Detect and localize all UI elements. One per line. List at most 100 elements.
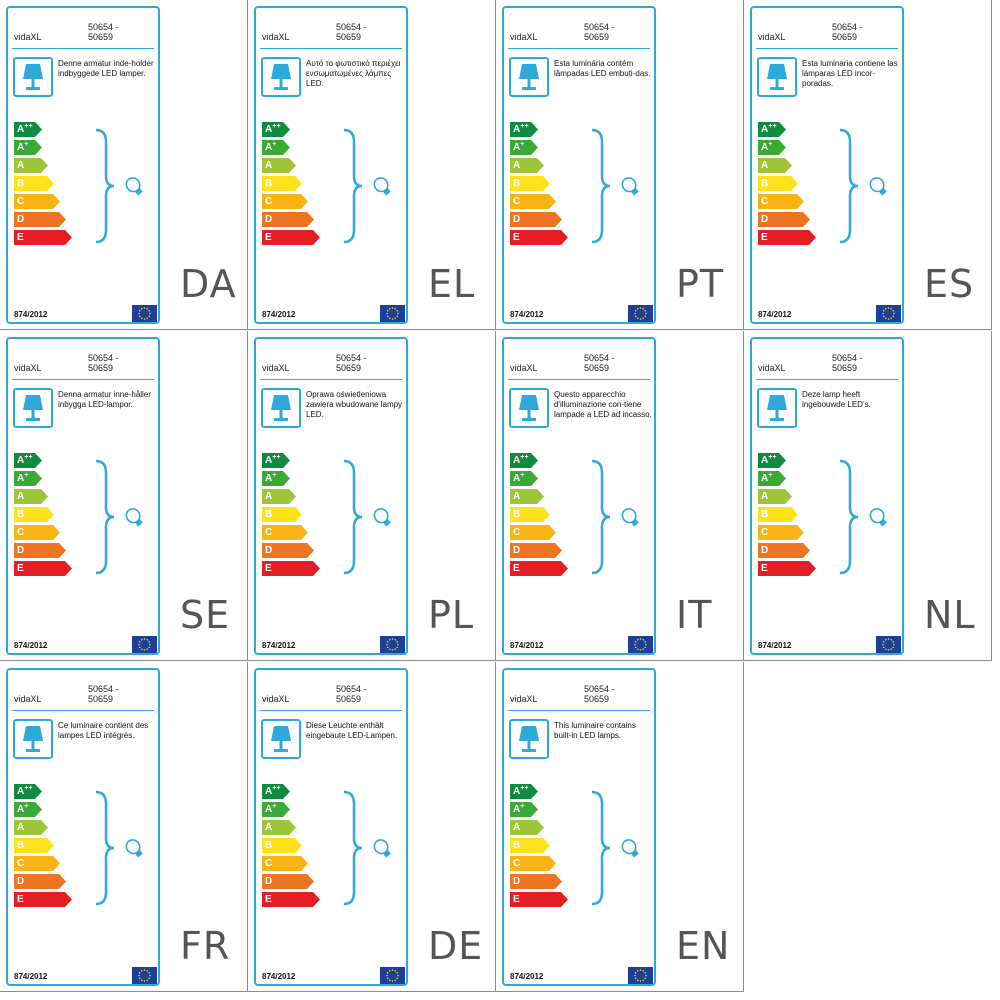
rating-bar-a: A	[758, 489, 792, 504]
energy-label-card: vidaXL 50654 - 50659 This luminaire conta…	[502, 668, 656, 986]
range-brace-icon	[588, 459, 612, 580]
model-number: 50654 - 50659	[336, 22, 367, 42]
brand-name: vidaXL	[14, 32, 42, 42]
description-text: Denne armatur inde-holder indbyggede LED…	[58, 59, 154, 78]
led-bulb-icon	[866, 505, 892, 536]
regulation-number: 874/2012	[510, 310, 544, 319]
rating-bar-app: A++	[758, 453, 786, 468]
language-code: FR	[180, 924, 231, 968]
label-cell-pl: vidaXL 50654 - 50659 Oprawa oświetleniowa…	[248, 331, 496, 661]
rating-bar-b: B	[510, 507, 550, 522]
energy-label-card: vidaXL 50654 - 50659 Esta luminaria conti…	[750, 6, 904, 324]
rating-bar-a: A	[14, 820, 48, 835]
description-text: Oprawa oświetleniowa zawiera wbudowane l…	[306, 390, 403, 419]
model-number: 50654 - 50659	[88, 22, 119, 42]
header-divider	[260, 710, 402, 711]
rating-bar-app: A++	[262, 784, 290, 799]
lamp-icon	[261, 388, 301, 428]
range-brace-icon	[340, 790, 364, 911]
label-cell-it: vidaXL 50654 - 50659 Questo apparecchio d…	[496, 331, 744, 661]
rating-bar-d: D	[758, 543, 810, 558]
header-divider	[12, 710, 154, 711]
rating-bar-b: B	[262, 176, 302, 191]
rating-bar-ap: A+	[14, 140, 42, 155]
header-divider	[508, 710, 650, 711]
eu-flag-icon	[132, 305, 157, 322]
regulation-number: 874/2012	[14, 972, 48, 981]
header-divider	[756, 379, 898, 380]
energy-label-card: vidaXL 50654 - 50659 Questo apparecchio d…	[502, 337, 656, 655]
rating-bar-d: D	[510, 874, 562, 889]
led-bulb-icon	[618, 174, 644, 205]
rating-bar-e: E	[262, 892, 320, 907]
rating-bar-c: C	[14, 525, 60, 540]
rating-bar-d: D	[262, 212, 314, 227]
lamp-icon	[509, 388, 549, 428]
range-brace-icon	[588, 128, 612, 249]
description-text: Esta luminária contém lâmpadas LED embut…	[554, 59, 651, 78]
eu-flag-icon	[876, 305, 901, 322]
brand-name: vidaXL	[262, 32, 290, 42]
rating-bar-c: C	[262, 856, 308, 871]
rating-bar-b: B	[262, 507, 302, 522]
rating-bar-c: C	[14, 856, 60, 871]
regulation-number: 874/2012	[14, 641, 48, 650]
rating-bar-app: A++	[262, 122, 290, 137]
rating-bar-c: C	[510, 525, 556, 540]
eu-flag-icon	[628, 967, 653, 984]
rating-bar-d: D	[14, 874, 66, 889]
rating-bar-b: B	[510, 838, 550, 853]
led-bulb-icon	[370, 174, 396, 205]
eu-flag-icon	[380, 967, 405, 984]
brand-name: vidaXL	[510, 694, 538, 704]
header-divider	[508, 379, 650, 380]
brand-name: vidaXL	[262, 363, 290, 373]
regulation-number: 874/2012	[510, 972, 544, 981]
range-brace-icon	[92, 128, 116, 249]
language-code: DA	[180, 262, 237, 306]
rating-bar-e: E	[510, 230, 568, 245]
range-brace-icon	[836, 459, 860, 580]
rating-bar-a: A	[262, 158, 296, 173]
regulation-number: 874/2012	[262, 972, 296, 981]
lamp-icon	[13, 57, 53, 97]
header-divider	[260, 48, 402, 49]
label-cell-se: vidaXL 50654 - 50659 Denna armatur inne-h…	[0, 331, 248, 661]
label-cell-pt: vidaXL 50654 - 50659 Esta luminária conté…	[496, 0, 744, 330]
language-code: SE	[180, 593, 231, 637]
rating-bar-c: C	[510, 194, 556, 209]
model-number: 50654 - 50659	[88, 353, 119, 373]
label-cell-en: vidaXL 50654 - 50659 This luminaire conta…	[496, 662, 744, 992]
rating-bar-c: C	[510, 856, 556, 871]
rating-bar-e: E	[758, 230, 816, 245]
rating-bar-ap: A+	[262, 471, 290, 486]
rating-bar-e: E	[262, 561, 320, 576]
language-code: EN	[676, 924, 731, 968]
header-divider	[260, 379, 402, 380]
energy-label-card: vidaXL 50654 - 50659 Oprawa oświetleniowa…	[254, 337, 408, 655]
brand-name: vidaXL	[510, 363, 538, 373]
rating-bar-e: E	[14, 561, 72, 576]
energy-label-card: vidaXL 50654 - 50659 Ce luminaire contien…	[6, 668, 160, 986]
model-number: 50654 - 50659	[584, 353, 615, 373]
rating-bar-c: C	[14, 194, 60, 209]
model-number: 50654 - 50659	[832, 353, 863, 373]
regulation-number: 874/2012	[14, 310, 48, 319]
description-text: Αυτό το φωτιστικό περιέχει ενσωματωμένες…	[306, 59, 401, 88]
regulation-number: 874/2012	[510, 641, 544, 650]
led-bulb-icon	[370, 505, 396, 536]
led-bulb-icon	[370, 836, 396, 867]
range-brace-icon	[836, 128, 860, 249]
rating-bar-b: B	[262, 838, 302, 853]
label-cell-da: vidaXL 50654 - 50659 Denne armatur inde-h…	[0, 0, 248, 330]
energy-label-card: vidaXL 50654 - 50659 Diese Leuchte enthäl…	[254, 668, 408, 986]
label-cell-el: vidaXL 50654 - 50659 Αυτό το φωτιστικό πε…	[248, 0, 496, 330]
rating-bar-a: A	[262, 489, 296, 504]
rating-bar-c: C	[758, 194, 804, 209]
model-number: 50654 - 50659	[336, 684, 367, 704]
rating-bar-app: A++	[14, 784, 42, 799]
rating-bar-a: A	[14, 158, 48, 173]
lamp-icon	[509, 57, 549, 97]
led-bulb-icon	[618, 836, 644, 867]
